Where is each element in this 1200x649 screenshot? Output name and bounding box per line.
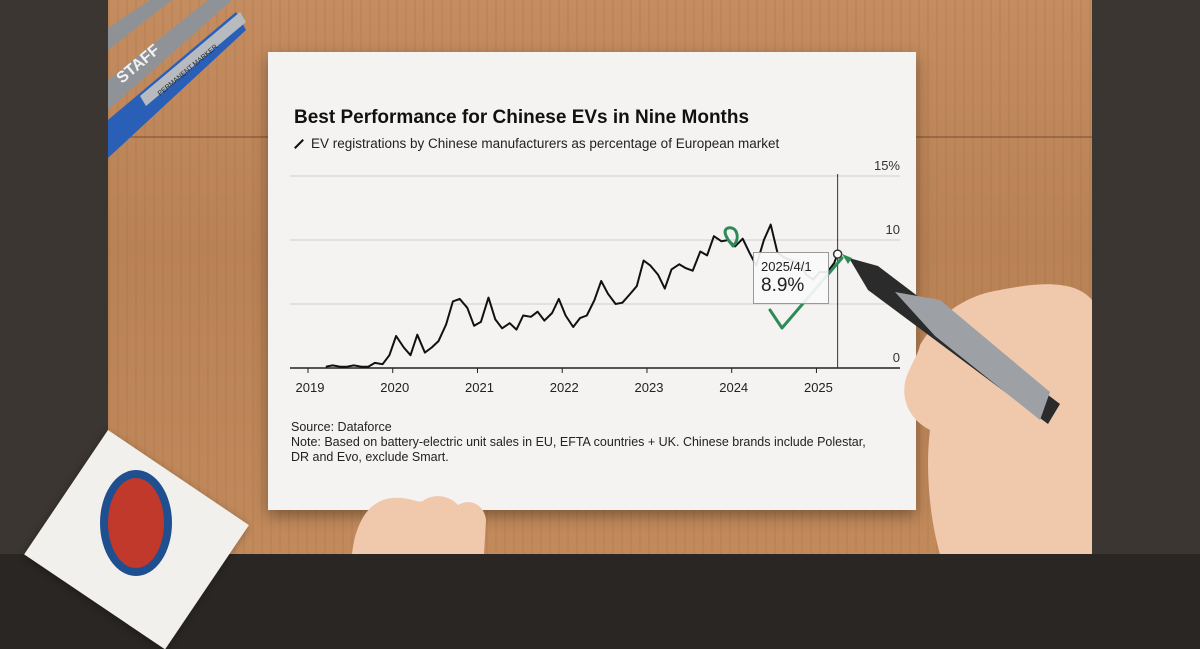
x-tick-label-2024: 2024 [719, 380, 748, 395]
line-chart: 0 10 15% 2019 2020 2021 2022 2023 2024 2025 [290, 158, 900, 395]
x-tick-label-2019: 2019 [296, 380, 325, 395]
chart-title: Best Performance for Chinese EVs in Nine… [294, 107, 750, 128]
right-letterbox [1092, 0, 1200, 554]
y-tick-label-0: 0 [893, 350, 900, 365]
tooltip-value: 8.9% [761, 275, 805, 296]
source-note: Source: Dataforce [291, 420, 392, 434]
chart-subtitle-text: EV registrations by Chinese manufacturer… [311, 136, 780, 151]
annotation-circle [723, 226, 739, 248]
methodology-note-line1: Note: Based on battery-electric unit sal… [291, 435, 866, 449]
y-tick-label-10: 10 [886, 222, 900, 237]
hover-tooltip: 2025/4/1 8.9% [753, 252, 829, 304]
y-tick-label-15: 15% [874, 158, 900, 173]
chart-footer: Source: Dataforce Note: Based on battery… [291, 420, 866, 465]
x-tick-label-2021: 2021 [465, 380, 494, 395]
hover-point [832, 249, 843, 259]
tooltip-date: 2025/4/1 [761, 259, 812, 274]
x-tick-label-2023: 2023 [635, 380, 664, 395]
x-tick-label-2020: 2020 [380, 380, 409, 395]
methodology-note-line2: DR and Evo, exclude Smart. [291, 450, 449, 464]
x-tick-label-2025: 2025 [804, 380, 833, 395]
x-tick-label-2022: 2022 [550, 380, 579, 395]
chart-subtitle: EV registrations by Chinese manufacturer… [293, 136, 779, 151]
